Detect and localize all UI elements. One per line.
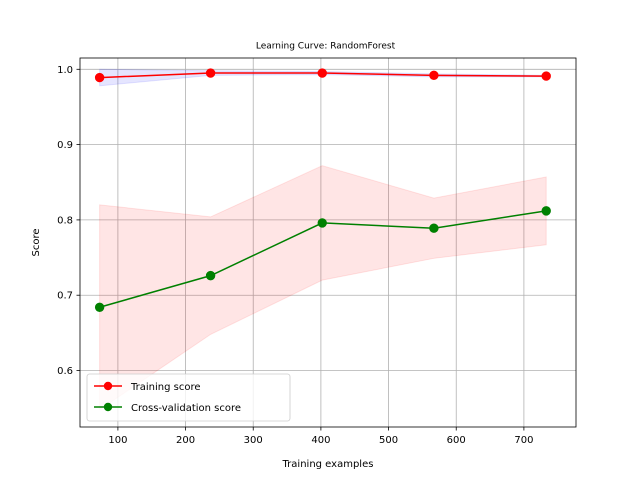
data-point bbox=[429, 70, 439, 81]
grid-layer bbox=[80, 58, 576, 427]
legend-label-1: Cross-validation score bbox=[131, 403, 241, 414]
axis-ticks: 100 200 300 400 500 600 700 0.6 0.7 0.8 0.9 1.0 bbox=[57, 65, 533, 446]
data-point bbox=[94, 302, 105, 312]
x-tick-label: 200 bbox=[176, 435, 195, 446]
data-point bbox=[541, 206, 551, 216]
y-axis-label: Score bbox=[31, 228, 42, 256]
chart-title: Learning Curve: RandomForest bbox=[256, 42, 396, 52]
legend-marker-1 bbox=[103, 402, 113, 412]
x-tick-label: 400 bbox=[311, 435, 330, 446]
y-tick-label: 0.7 bbox=[57, 291, 73, 302]
data-point bbox=[541, 71, 551, 81]
confidence-bands bbox=[99, 68, 547, 411]
y-tick-label: 0.8 bbox=[57, 215, 73, 226]
x-tick-label: 100 bbox=[108, 435, 127, 446]
legend: Training score Cross-validation score bbox=[86, 373, 291, 422]
data-point bbox=[205, 68, 216, 78]
x-tick-label: 300 bbox=[244, 435, 263, 446]
x-tick-label: 600 bbox=[447, 435, 466, 446]
data-point bbox=[317, 218, 327, 228]
data-point bbox=[429, 223, 439, 233]
legend-label-0: Training score bbox=[130, 382, 201, 393]
x-tick-label: 700 bbox=[514, 435, 533, 446]
data-point bbox=[94, 72, 105, 83]
y-tick-label: 0.6 bbox=[57, 366, 73, 377]
series-lines bbox=[94, 68, 551, 312]
y-tick-label: 0.9 bbox=[57, 140, 73, 151]
plot-frame bbox=[79, 57, 577, 428]
x-axis-label: Training examples bbox=[282, 459, 374, 470]
legend-box bbox=[86, 373, 291, 422]
data-point bbox=[317, 68, 327, 78]
data-point bbox=[205, 270, 216, 281]
y-tick-label: 1.0 bbox=[57, 65, 73, 76]
legend-marker-0 bbox=[103, 381, 113, 391]
x-tick-label: 500 bbox=[379, 435, 398, 446]
